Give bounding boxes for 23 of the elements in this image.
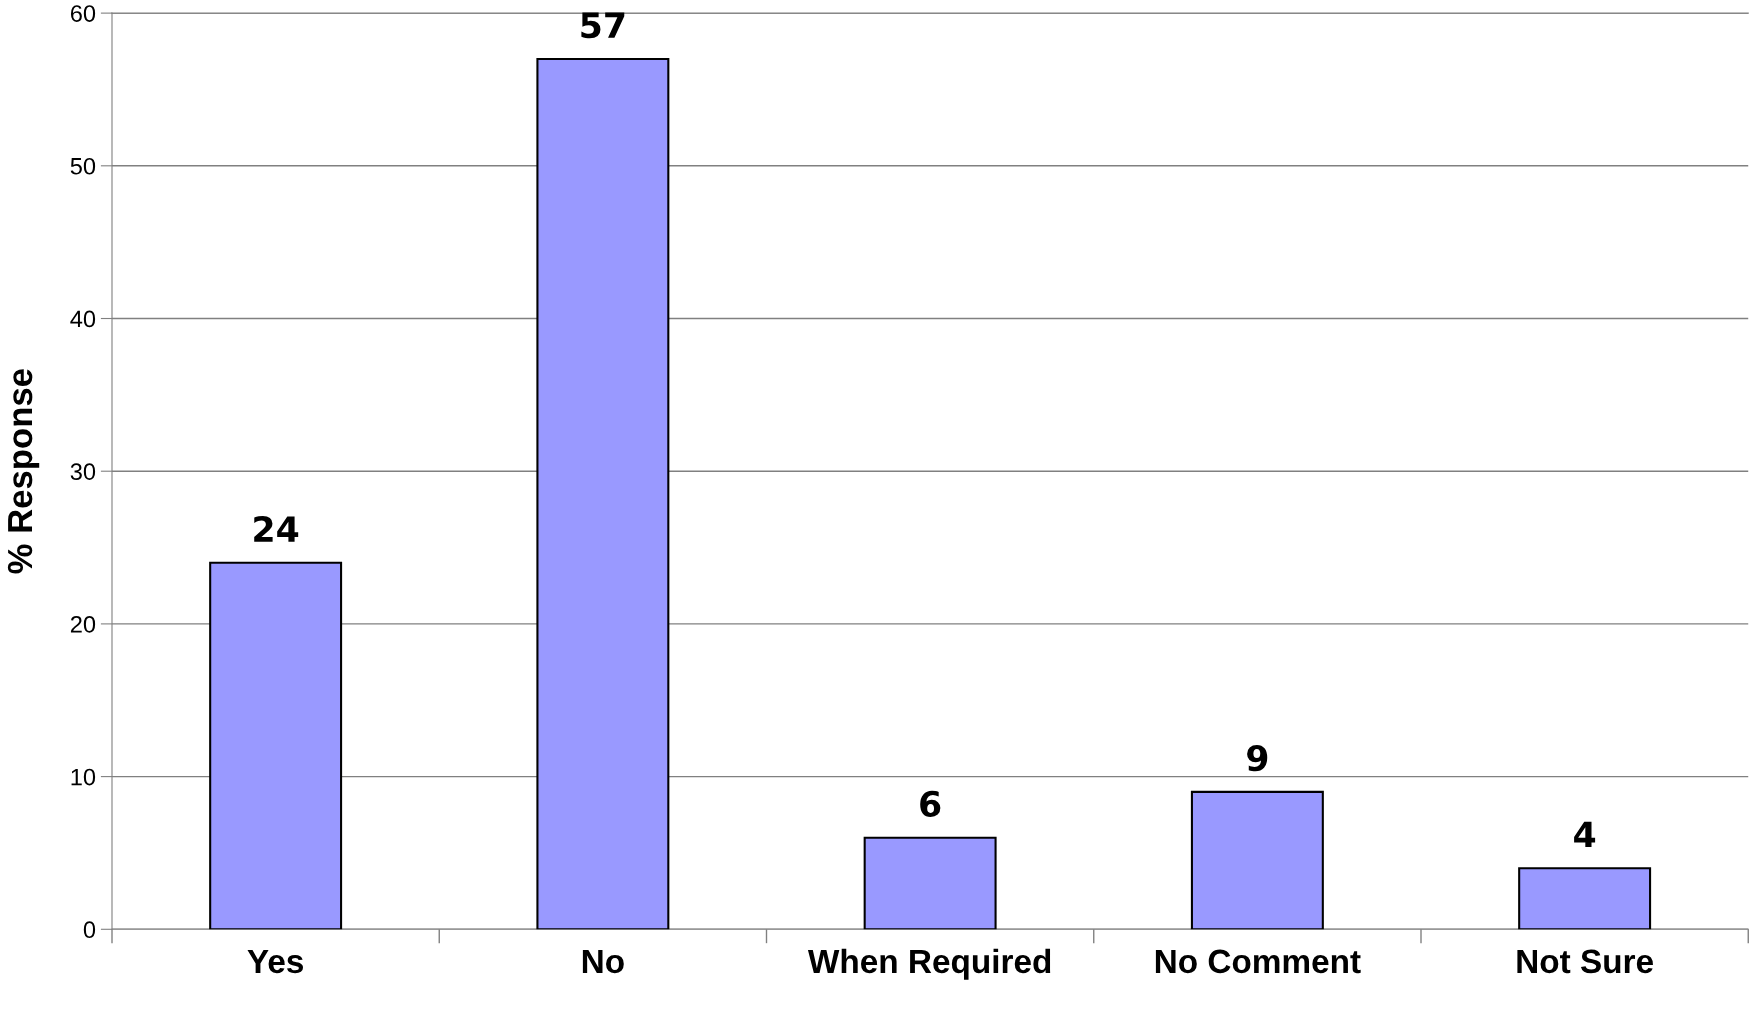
- bar: [209, 561, 343, 930]
- data-label: 6: [920, 790, 941, 818]
- data-label: 57: [581, 12, 625, 39]
- y-tick-label: 10: [71, 768, 96, 786]
- bar: [863, 836, 997, 930]
- x-tick-label: No Comment: [1155, 949, 1361, 974]
- y-tick-label: 20: [70, 615, 96, 633]
- y-tick-label: 0: [83, 921, 96, 939]
- x-tick-label: No: [582, 949, 624, 974]
- y-tick-label: 30: [70, 463, 96, 480]
- data-label: 4: [1574, 821, 1596, 848]
- bar: [536, 57, 670, 930]
- data-label: 9: [1247, 745, 1268, 772]
- y-tick-label: 60: [70, 5, 96, 22]
- x-tick-label: Yes: [247, 949, 303, 974]
- data-label: 24: [254, 515, 299, 542]
- y-axis-title: % Response: [7, 369, 40, 574]
- bar: [1190, 790, 1324, 930]
- x-tick-label: Not Sure: [1517, 949, 1653, 974]
- bar: [1518, 867, 1652, 930]
- y-tick-label: 40: [70, 310, 96, 328]
- x-tick-label: When Required: [807, 948, 1051, 980]
- y-tick-label: 50: [70, 157, 96, 175]
